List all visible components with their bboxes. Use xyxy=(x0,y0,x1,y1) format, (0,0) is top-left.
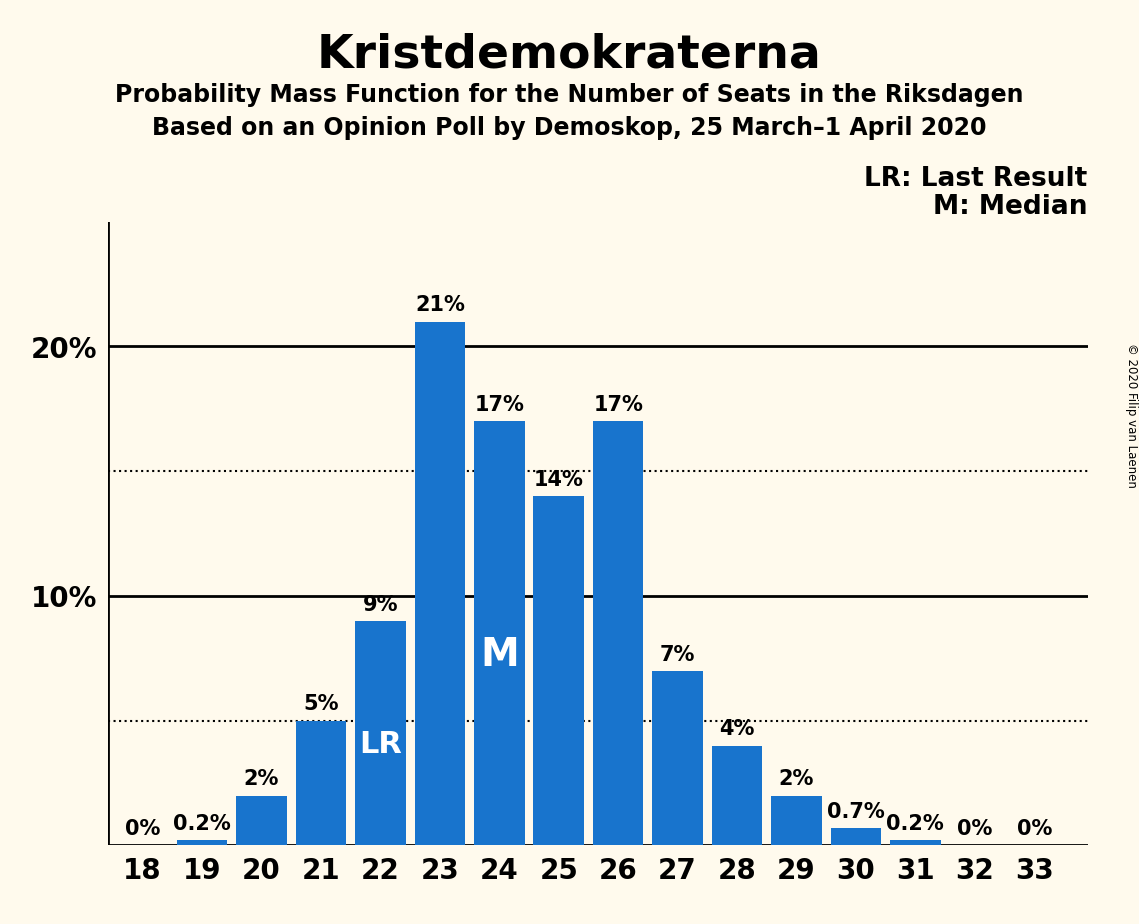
Bar xyxy=(653,671,703,845)
Bar xyxy=(415,322,465,845)
Bar xyxy=(177,841,228,845)
Text: 4%: 4% xyxy=(720,720,755,739)
Bar xyxy=(236,796,287,845)
Text: 7%: 7% xyxy=(659,645,695,664)
Bar xyxy=(593,421,644,845)
Bar xyxy=(474,421,525,845)
Text: 21%: 21% xyxy=(415,296,465,315)
Text: 0%: 0% xyxy=(125,820,161,839)
Text: 5%: 5% xyxy=(303,695,338,714)
Text: © 2020 Filip van Laenen: © 2020 Filip van Laenen xyxy=(1124,344,1138,488)
Bar xyxy=(712,746,762,845)
Text: Probability Mass Function for the Number of Seats in the Riksdagen: Probability Mass Function for the Number… xyxy=(115,83,1024,107)
Text: 17%: 17% xyxy=(474,395,524,415)
Bar xyxy=(355,621,405,845)
Text: 2%: 2% xyxy=(779,770,814,789)
Text: M: Median: M: Median xyxy=(933,194,1088,220)
Text: 0.2%: 0.2% xyxy=(886,814,944,834)
Bar xyxy=(296,721,346,845)
Text: LR: Last Result: LR: Last Result xyxy=(865,166,1088,192)
Text: LR: LR xyxy=(359,730,402,759)
Text: 17%: 17% xyxy=(593,395,644,415)
Text: 0%: 0% xyxy=(1017,820,1052,839)
Text: M: M xyxy=(480,636,518,674)
Text: Based on an Opinion Poll by Demoskop, 25 March–1 April 2020: Based on an Opinion Poll by Demoskop, 25… xyxy=(153,116,986,140)
Bar xyxy=(533,496,584,845)
Bar xyxy=(890,841,941,845)
Text: 0.7%: 0.7% xyxy=(827,802,885,821)
Text: Kristdemokraterna: Kristdemokraterna xyxy=(317,32,822,78)
Text: 0.2%: 0.2% xyxy=(173,814,231,834)
Text: 9%: 9% xyxy=(362,595,399,614)
Bar xyxy=(771,796,821,845)
Bar xyxy=(830,828,882,845)
Text: 0%: 0% xyxy=(957,820,992,839)
Text: 2%: 2% xyxy=(244,770,279,789)
Text: 14%: 14% xyxy=(534,470,583,490)
